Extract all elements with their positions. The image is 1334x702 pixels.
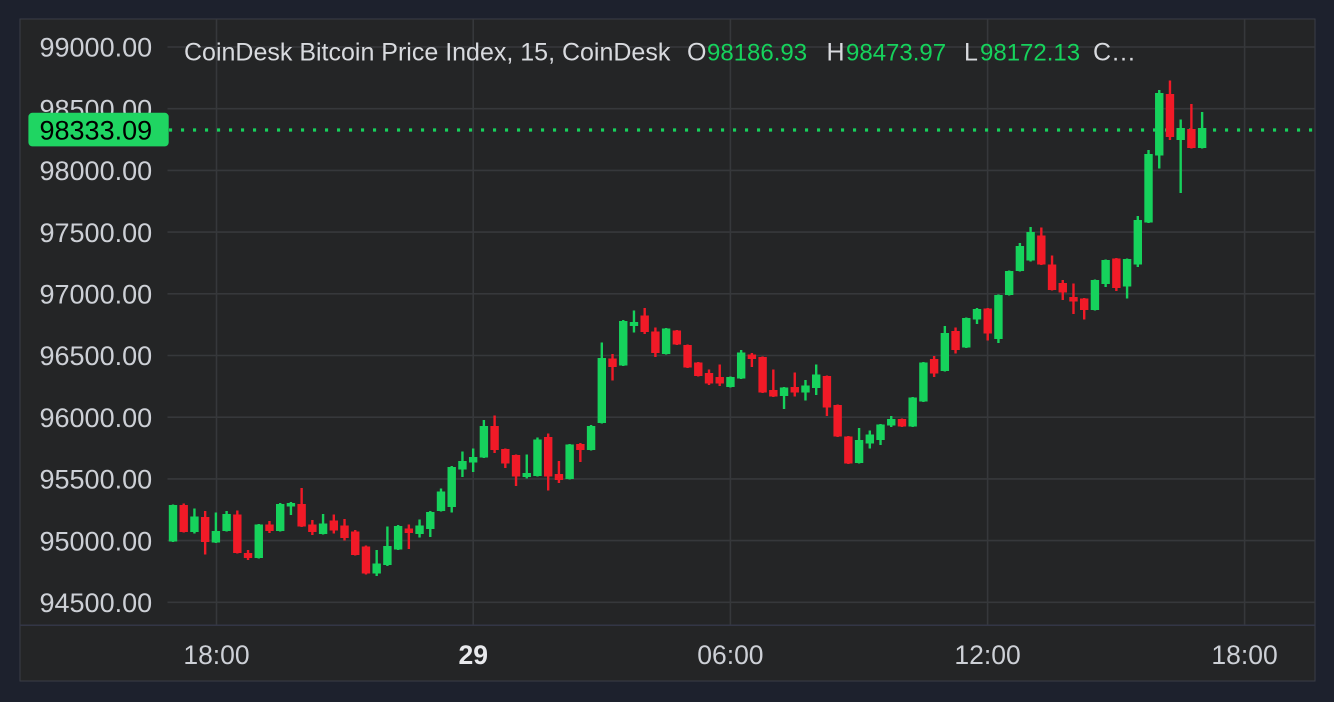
- svg-text:96000.00: 96000.00: [40, 403, 153, 433]
- svg-text:L: L: [964, 39, 978, 67]
- svg-text:CoinDesk Bitcoin Price Index,: CoinDesk Bitcoin Price Index, 15, CoinDe…: [184, 39, 671, 67]
- svg-text:96500.00: 96500.00: [40, 341, 153, 371]
- svg-text:12:00: 12:00: [954, 640, 1020, 670]
- svg-text:97500.00: 97500.00: [40, 218, 153, 248]
- svg-text:06:00: 06:00: [697, 640, 763, 670]
- svg-text:29: 29: [458, 640, 487, 670]
- svg-text:95000.00: 95000.00: [40, 526, 153, 556]
- svg-text:18:00: 18:00: [183, 640, 249, 670]
- svg-text:H: H: [827, 39, 845, 67]
- svg-text:98000.00: 98000.00: [40, 156, 153, 186]
- svg-text:98333.09: 98333.09: [40, 115, 153, 145]
- svg-text:99000.00: 99000.00: [40, 33, 153, 63]
- svg-text:98172.13: 98172.13: [980, 39, 1080, 66]
- svg-text:98473.97: 98473.97: [846, 39, 946, 66]
- svg-text:95500.00: 95500.00: [40, 465, 153, 495]
- svg-text:C…: C…: [1093, 39, 1136, 67]
- svg-text:18:00: 18:00: [1211, 640, 1277, 670]
- svg-text:97000.00: 97000.00: [40, 280, 153, 310]
- svg-text:O: O: [687, 39, 706, 67]
- svg-text:98186.93: 98186.93: [707, 39, 807, 66]
- svg-text:94500.00: 94500.00: [40, 588, 153, 618]
